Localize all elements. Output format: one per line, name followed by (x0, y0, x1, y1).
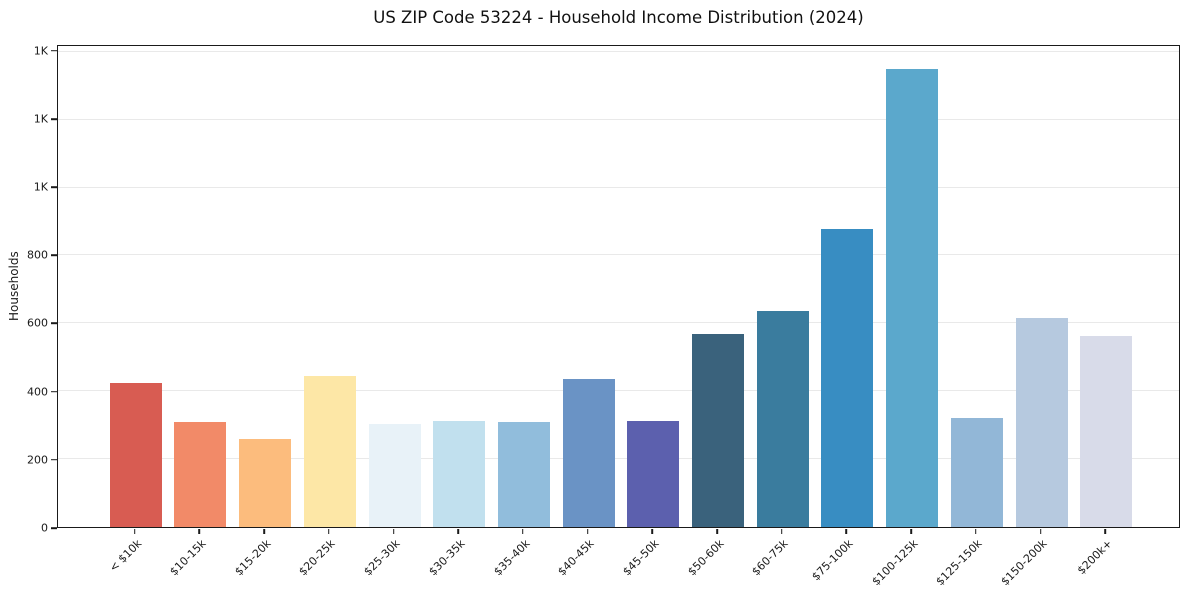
y-tick-mark (51, 322, 57, 325)
x-tick-mark (1104, 529, 1106, 534)
bar-10 (692, 333, 744, 527)
y-tick-mark (51, 254, 57, 257)
x-tick-label: $100-125k (869, 537, 921, 589)
gridline (58, 458, 1179, 460)
bar-7 (497, 421, 550, 527)
x-tick-mark (975, 529, 977, 534)
x-tick-mark (198, 529, 201, 534)
bar-13 (886, 69, 939, 527)
y-tick-mark (51, 527, 57, 529)
gridline (58, 50, 1179, 52)
x-tick-mark (780, 529, 783, 534)
bar-11 (756, 311, 809, 527)
bar-14 (950, 418, 1003, 527)
bar-15 (1015, 317, 1068, 527)
y-tick-mark (51, 118, 57, 120)
x-tick-label: $15-20k (232, 537, 274, 579)
x-axis-tick-marks (57, 528, 1180, 536)
x-tick-mark (651, 529, 654, 534)
x-tick-mark (328, 529, 330, 534)
x-tick-mark (910, 529, 912, 534)
x-tick-label: $45-50k (620, 537, 662, 579)
x-tick-label: $40-45k (555, 537, 597, 579)
bar-16 (1080, 335, 1133, 527)
x-tick-label: $20-25k (296, 537, 339, 579)
x-tick-label: $50-60k (684, 537, 727, 579)
bar-12 (821, 229, 874, 527)
y-tick-label: 200 (27, 453, 48, 467)
gridline (58, 322, 1179, 324)
y-axis-tick-labels: 0 200 400 600 800 1K 1K 1K (0, 44, 48, 534)
x-tick-label: $35-40k (490, 537, 533, 579)
bar-4 (303, 375, 356, 527)
gridline (58, 390, 1179, 392)
y-tick-mark (51, 186, 57, 188)
y-tick-mark (51, 390, 57, 393)
y-axis-tick-marks (51, 45, 57, 529)
bar-5 (368, 423, 421, 527)
x-tick-mark (586, 529, 589, 534)
bar-6 (433, 421, 486, 527)
x-tick-mark (392, 529, 395, 534)
x-tick-mark (522, 529, 524, 534)
y-tick-label: 1K (33, 112, 48, 126)
x-tick-label: $75-100k (809, 537, 856, 584)
x-tick-mark (716, 529, 718, 534)
chart-title: US ZIP Code 53224 - Household Income Dis… (373, 8, 864, 27)
y-tick-label: 600 (27, 316, 48, 330)
x-tick-label: $200k+ (1074, 537, 1115, 578)
gridline (58, 254, 1179, 256)
x-tick-mark (1039, 529, 1042, 534)
y-tick-label: 800 (27, 248, 48, 262)
x-tick-mark (845, 529, 848, 534)
x-tick-mark (457, 529, 459, 534)
x-axis-tick-labels: < $10k $10-15k $15-20k $20-25k $25-30k $30-35… (57, 537, 1180, 590)
x-tick-label: $60-75k (749, 537, 791, 579)
x-tick-label: $30-35k (426, 537, 468, 579)
bar-3 (239, 438, 292, 527)
bar-1 (109, 382, 162, 527)
x-tick-label: $25-30k (361, 537, 403, 579)
y-tick-label: 400 (27, 385, 48, 399)
x-tick-label: < $10k (106, 537, 144, 575)
x-tick-mark (133, 529, 136, 534)
x-tick-label: $150-200k (998, 537, 1050, 589)
y-tick-mark (51, 49, 57, 52)
gridline (58, 186, 1179, 188)
plot-area (57, 45, 1180, 528)
x-tick-label: $125-150k (933, 537, 986, 589)
gridline (58, 118, 1179, 120)
y-tick-label: 1K (33, 180, 48, 194)
y-tick-label: 0 (41, 521, 48, 535)
x-tick-mark (263, 529, 265, 534)
bar-9 (627, 420, 680, 527)
x-tick-label: $10-15k (167, 537, 209, 579)
y-tick-label: 1K (33, 44, 48, 58)
y-tick-mark (51, 459, 57, 461)
bar-2 (174, 422, 227, 527)
bar-8 (562, 378, 615, 527)
